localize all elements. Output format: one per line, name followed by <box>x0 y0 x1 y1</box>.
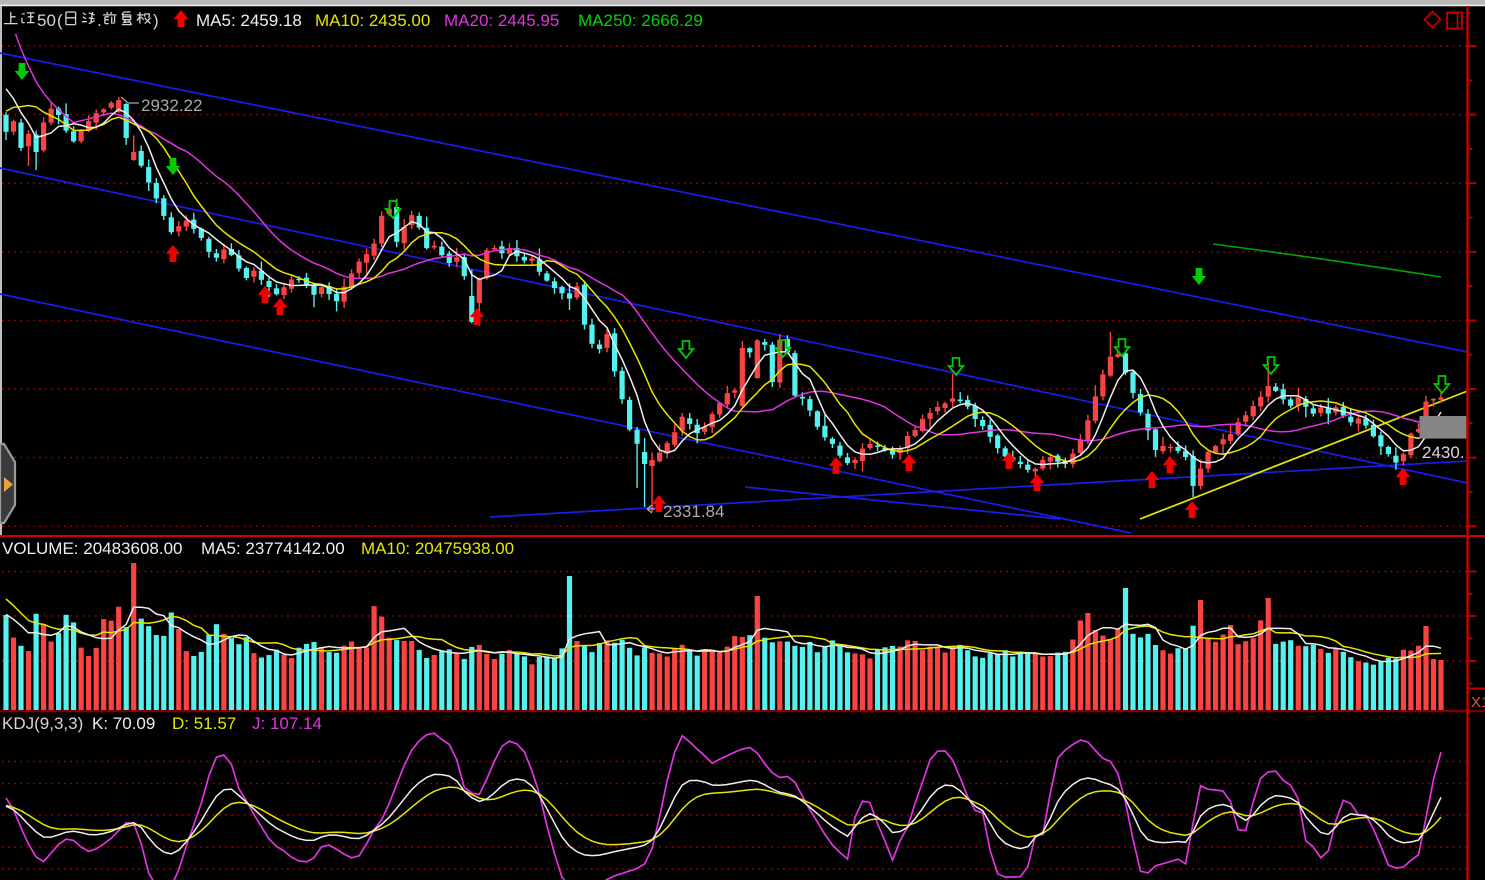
svg-text:KDJ(9,3,3): KDJ(9,3,3) <box>2 714 83 733</box>
svg-text:(: ( <box>57 11 63 30</box>
svg-text:K: 70.09: K: 70.09 <box>92 714 155 733</box>
svg-text:MA5: 23774142.00: MA5: 23774142.00 <box>201 539 345 558</box>
svg-text:): ) <box>153 11 159 30</box>
svg-text:MA5: 2459.18: MA5: 2459.18 <box>196 11 302 30</box>
svg-text:MA10: 2435.00: MA10: 2435.00 <box>315 11 430 30</box>
svg-text:J: 107.14: J: 107.14 <box>252 714 322 733</box>
svg-text:MA250: 2666.29: MA250: 2666.29 <box>578 11 703 30</box>
svg-text:50: 50 <box>37 11 56 30</box>
svg-text:2430.: 2430. <box>1422 443 1465 462</box>
svg-text:VOLUME: 20483608.00: VOLUME: 20483608.00 <box>2 539 183 558</box>
svg-text:2932.22: 2932.22 <box>141 96 202 115</box>
svg-text:X1: X1 <box>1471 694 1485 711</box>
svg-text:MA10: 20475938.00: MA10: 20475938.00 <box>361 539 514 558</box>
svg-text:2331.84: 2331.84 <box>663 502 724 521</box>
svg-text:MA20: 2445.95: MA20: 2445.95 <box>444 11 559 30</box>
svg-text:D: 51.57: D: 51.57 <box>172 714 236 733</box>
svg-text:.: . <box>97 11 102 30</box>
